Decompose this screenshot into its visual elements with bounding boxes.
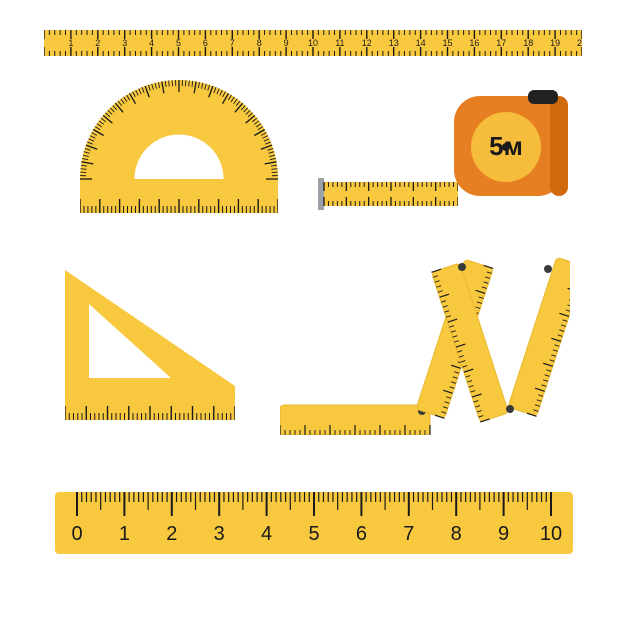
svg-text:2: 2 xyxy=(95,38,100,48)
svg-text:20: 20 xyxy=(577,38,582,48)
svg-text:9: 9 xyxy=(498,523,509,545)
svg-text:9: 9 xyxy=(284,38,289,48)
svg-text:0: 0 xyxy=(71,523,82,545)
svg-text:18: 18 xyxy=(523,38,533,48)
svg-text:5м: 5м xyxy=(489,131,523,161)
svg-text:10: 10 xyxy=(540,523,562,545)
svg-text:8: 8 xyxy=(451,523,462,545)
tape-measure-strip xyxy=(318,178,458,215)
svg-text:5: 5 xyxy=(176,38,181,48)
tape-top: 1234567891011121314151617181920 xyxy=(44,30,582,61)
svg-text:4: 4 xyxy=(149,38,154,48)
svg-text:6: 6 xyxy=(203,38,208,48)
svg-text:11: 11 xyxy=(335,38,344,48)
bottom-ruler: 0 1 2 3 4 5 6 7 8 9 10 xyxy=(55,492,573,559)
protractor xyxy=(80,80,278,218)
svg-text:14: 14 xyxy=(416,38,426,48)
svg-text:5: 5 xyxy=(308,523,319,545)
svg-text:10: 10 xyxy=(308,38,318,48)
svg-text:12: 12 xyxy=(362,38,372,48)
svg-text:2: 2 xyxy=(166,523,177,545)
svg-text:13: 13 xyxy=(389,38,399,48)
svg-text:17: 17 xyxy=(496,38,506,48)
svg-text:19: 19 xyxy=(550,38,560,48)
svg-text:1: 1 xyxy=(119,523,130,545)
svg-text:8: 8 xyxy=(257,38,262,48)
svg-text:6: 6 xyxy=(356,523,367,545)
svg-text:7: 7 xyxy=(230,38,235,48)
svg-text:3: 3 xyxy=(122,38,127,48)
svg-text:15: 15 xyxy=(442,38,452,48)
folding-ruler xyxy=(280,255,570,440)
svg-text:3: 3 xyxy=(214,523,225,545)
svg-text:4: 4 xyxy=(261,523,272,545)
svg-text:16: 16 xyxy=(469,38,479,48)
svg-text:1: 1 xyxy=(68,38,73,48)
svg-text:7: 7 xyxy=(403,523,414,545)
tape-measure: 5м xyxy=(452,90,572,205)
set-square xyxy=(65,270,235,425)
